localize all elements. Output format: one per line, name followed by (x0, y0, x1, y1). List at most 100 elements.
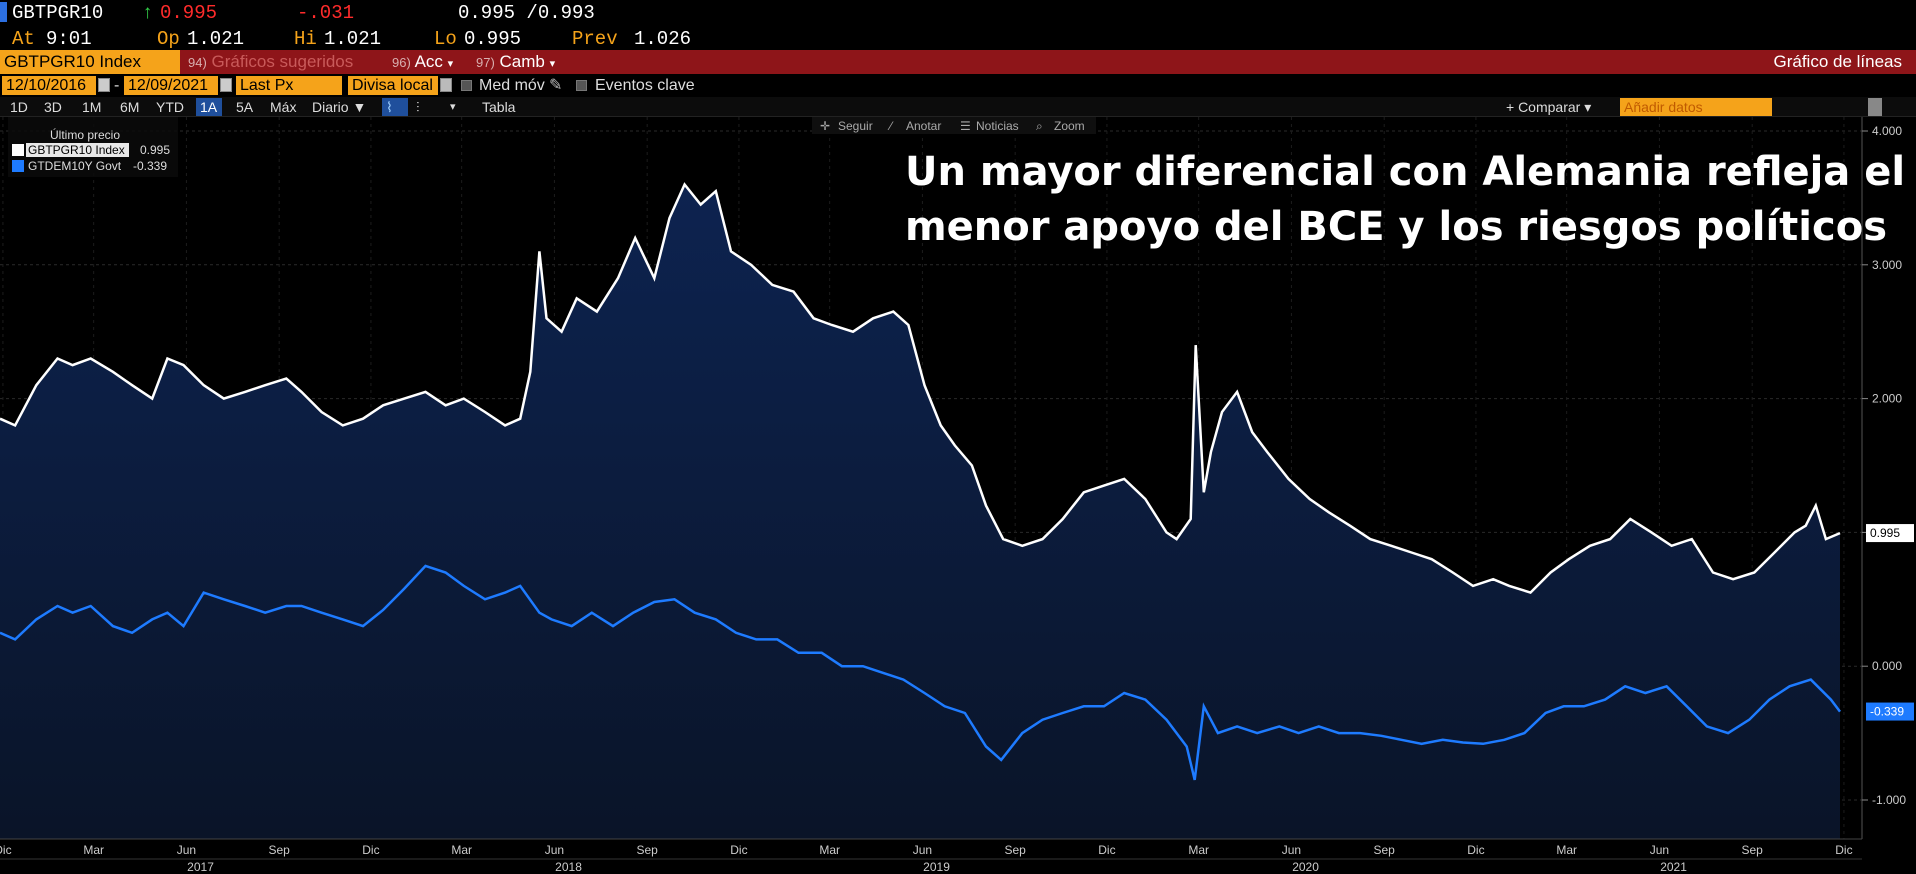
legend: Último precio GBTPGR10 Index 0.995 GTDEM… (8, 117, 178, 177)
annotate-icon[interactable]: ⁄ (887, 119, 894, 133)
year-label: 2020 (1292, 860, 1319, 874)
field-selector[interactable]: Last Px (236, 76, 342, 95)
frequency-dropdown[interactable]: Diario ▼ (312, 99, 367, 115)
quote-line-2: At 9:01 Op 1.021 Hi 1.021 Lo 0.995 Prev … (0, 26, 1916, 50)
spread-line (0, 182, 1841, 595)
x-tick-label: Mar (1188, 843, 1209, 857)
add-data-input[interactable]: Añadir datos (1620, 98, 1772, 116)
headline-line-1: Un mayor diferencial con Alemania reflej… (905, 149, 1905, 195)
x-tick-label: Mar (819, 843, 840, 857)
suggested-charts-label: Gráficos sugeridos (211, 52, 354, 71)
edit-label: Camb (499, 52, 545, 71)
legend-name-bg (26, 143, 129, 157)
quote-line-1: GBTPGR10 ↑ 0.995 -.031 0.995 /0.993 (0, 0, 1916, 26)
legend-header: Último precio (50, 127, 120, 142)
period-button-1m[interactable]: 1M (82, 99, 102, 115)
net-change: -.031 (297, 2, 355, 24)
open-label: Op (157, 28, 180, 50)
scroll-handle[interactable] (1868, 98, 1882, 116)
up-arrow-icon: ↑ (142, 2, 154, 24)
legend-value-bund: -0.339 (133, 159, 167, 173)
headline-line-2: menor apoyo del BCE y los riesgos políti… (905, 204, 1887, 250)
bar-chart-icon[interactable]: ⫶ (416, 99, 420, 115)
y-tick-label: 0.000 (1872, 659, 1902, 673)
line-chart[interactable]: ✛ Seguir ⁄ Anotar ☰ Noticias ⌕ Zoom Últi… (0, 117, 1916, 874)
legend-name-spread: GBTPGR10 Index (28, 143, 125, 157)
security-field[interactable]: GBTPGR10 Index (0, 50, 180, 74)
x-tick-label: Mar (451, 843, 472, 857)
x-tick-label: Jun (913, 843, 932, 857)
currency-selector[interactable]: Divisa local (348, 76, 438, 95)
calendar-icon[interactable] (220, 78, 232, 92)
start-date-field[interactable]: 12/10/2016 (2, 76, 96, 95)
period-button-1y[interactable]: 1A (196, 98, 222, 116)
date-dash: - (114, 77, 120, 94)
ticker[interactable]: GBTPGR10 (12, 2, 104, 24)
last-value-box (1866, 524, 1914, 543)
legend-value-spread: 0.995 (140, 143, 170, 157)
period-button-max[interactable]: Máx (270, 99, 297, 115)
suggested-charts-number: 94) (188, 55, 207, 70)
dropdown-icon[interactable] (440, 78, 452, 92)
last-value-box (1866, 702, 1914, 721)
last-price: 0.995 (160, 2, 218, 24)
zoom-button[interactable]: Zoom (1054, 119, 1085, 133)
calendar-icon[interactable] (98, 78, 110, 92)
x-tick-label: Dic (0, 843, 12, 857)
x-tick-label: Sep (268, 843, 290, 857)
period-row: 1D 3D 1M 6M YTD 1A 5A Máx Diario ▼ ⌇ ⫶ ▾… (0, 97, 1916, 117)
period-button-3d[interactable]: 3D (44, 99, 62, 115)
x-tick-label: Mar (83, 843, 104, 857)
key-events-label: Eventos clave (595, 77, 695, 94)
chart-toolbar: ✛ Seguir ⁄ Anotar ☰ Noticias ⌕ Zoom (812, 117, 1096, 134)
x-tick-label: Jun (177, 843, 196, 857)
legend-swatch-bund (12, 160, 24, 172)
chart-type-title: Gráfico de líneas (1773, 52, 1902, 71)
chevron-down-icon[interactable]: ▾ (450, 101, 456, 113)
x-tick-label: Sep (1004, 843, 1026, 857)
x-tick-label: Dic (730, 843, 747, 857)
selection-marker (0, 2, 7, 22)
open-value: 1.021 (187, 28, 245, 50)
table-button[interactable]: Tabla (482, 99, 516, 115)
moving-average-checkbox[interactable] (461, 80, 472, 91)
edit-menu[interactable]: 97) Camb ▾ (470, 50, 570, 74)
period-button-6m[interactable]: 6M (120, 99, 140, 115)
x-tick-label: Sep (1742, 843, 1764, 857)
bund-yield-line (0, 564, 1841, 781)
x-tick-label: Dic (1467, 843, 1484, 857)
annotate-button[interactable]: Anotar (906, 119, 941, 133)
at-label: At (12, 28, 35, 50)
y-tick-label: -1.000 (1872, 793, 1906, 807)
period-button-ytd[interactable]: YTD (156, 99, 184, 115)
last-value-label: -0.339 (1870, 705, 1904, 719)
compare-button[interactable]: + Comparar ▾ (1506, 99, 1592, 115)
period-button-5y[interactable]: 5A (236, 99, 254, 115)
year-label: 2018 (555, 860, 582, 874)
news-button[interactable]: Noticias (976, 119, 1019, 133)
follow-button[interactable]: Seguir (838, 119, 873, 133)
x-axis: Dic Mar Jun Sep Dic Mar Jun Sep Dic Mar Jun Sep Dic M… (0, 838, 1862, 874)
zoom-icon[interactable]: ⌕ (1036, 119, 1043, 133)
news-icon[interactable]: ☰ (960, 119, 971, 133)
prev-value: 1.026 (634, 28, 692, 50)
suggested-charts-button[interactable]: 94) Gráficos sugeridos (182, 50, 382, 74)
y-tick-label: 4.000 (1872, 124, 1902, 138)
line-chart-icon[interactable]: ⌇ (382, 98, 408, 116)
prev-label: Prev (572, 28, 618, 50)
end-date-field[interactable]: 12/09/2021 (124, 76, 218, 95)
actions-menu[interactable]: 96) Acc ▾ (386, 50, 466, 74)
moving-average-label: Med móv (479, 77, 545, 94)
x-tick-label: Jun (545, 843, 564, 857)
high-value: 1.021 (324, 28, 382, 50)
function-bar: GBTPGR10 Index 94) Gráficos sugeridos 96… (0, 50, 1916, 74)
year-label: 2019 (923, 860, 950, 874)
pencil-icon[interactable]: ✎ (549, 77, 563, 94)
key-events-checkbox[interactable] (576, 80, 587, 91)
bid-ask: 0.995 /0.993 (458, 2, 595, 24)
x-tick-label: Jun (1282, 843, 1301, 857)
low-value: 0.995 (464, 28, 522, 50)
x-tick-label: Sep (1374, 843, 1396, 857)
period-button-1d[interactable]: 1D (10, 99, 28, 115)
crosshair-icon[interactable]: ✛ (820, 119, 830, 133)
